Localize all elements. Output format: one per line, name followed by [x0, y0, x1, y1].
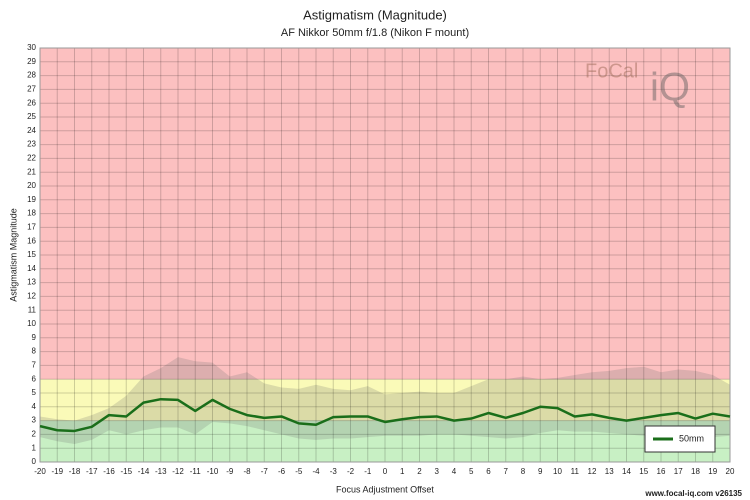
y-tick-label: 28 — [27, 71, 36, 80]
x-tick-label: 5 — [469, 467, 474, 476]
x-tick-label: -7 — [261, 467, 269, 476]
x-tick-label: 0 — [383, 467, 388, 476]
y-tick-label: 5 — [32, 388, 37, 397]
y-tick-label: 17 — [27, 223, 36, 232]
y-tick-label: 1 — [32, 443, 37, 452]
x-tick-label: -9 — [226, 467, 234, 476]
x-tick-label: -14 — [138, 467, 150, 476]
y-tick-label: 30 — [27, 43, 36, 52]
x-tick-label: 11 — [571, 467, 580, 476]
y-tick-label: 10 — [27, 319, 36, 328]
chart-subtitle: AF Nikkor 50mm f/1.8 (Nikon F mount) — [281, 27, 469, 39]
y-tick-label: 9 — [32, 333, 37, 342]
y-tick-label: 0 — [32, 457, 37, 466]
x-tick-label: 6 — [486, 467, 491, 476]
zone — [40, 420, 730, 462]
footer: www.focal-iq.com v26135 — [644, 489, 742, 498]
y-tick-label: 6 — [32, 374, 37, 383]
y-tick-label: 16 — [27, 236, 36, 245]
x-tick-label: 18 — [691, 467, 700, 476]
x-tick-label: 19 — [708, 467, 717, 476]
legend-label: 50mm — [679, 433, 704, 443]
x-tick-label: -11 — [190, 467, 202, 476]
x-tick-label: -16 — [103, 467, 115, 476]
x-tick-label: 17 — [674, 467, 683, 476]
x-tick-label: -13 — [155, 467, 167, 476]
x-tick-label: -1 — [364, 467, 372, 476]
x-tick-label: -20 — [34, 467, 46, 476]
y-tick-label: 29 — [27, 57, 36, 66]
x-tick-label: -15 — [120, 467, 132, 476]
x-tick-label: -17 — [86, 467, 98, 476]
y-tick-label: 3 — [32, 416, 37, 425]
x-tick-label: 4 — [452, 467, 457, 476]
x-tick-label: -3 — [330, 467, 338, 476]
x-tick-label: 9 — [538, 467, 543, 476]
x-tick-label: 13 — [605, 467, 614, 476]
y-tick-label: 22 — [27, 154, 36, 163]
x-tick-label: -18 — [69, 467, 81, 476]
x-tick-label: 3 — [435, 467, 440, 476]
x-tick-label: -19 — [51, 467, 63, 476]
y-tick-label: 23 — [27, 140, 36, 149]
y-tick-label: 8 — [32, 347, 37, 356]
y-tick-label: 24 — [27, 126, 36, 135]
x-tick-label: -8 — [243, 467, 251, 476]
x-tick-label: 15 — [639, 467, 648, 476]
y-tick-label: 7 — [32, 361, 37, 370]
y-tick-label: 19 — [27, 195, 36, 204]
x-tick-label: -2 — [347, 467, 355, 476]
watermark: iQ — [650, 66, 690, 110]
y-tick-label: 27 — [27, 85, 36, 94]
y-tick-label: 18 — [27, 209, 36, 218]
y-tick-label: 14 — [27, 264, 36, 273]
x-tick-label: 16 — [657, 467, 666, 476]
range-band — [40, 357, 730, 445]
y-tick-label: 26 — [27, 98, 36, 107]
x-tick-label: 7 — [504, 467, 509, 476]
watermark: FoCal — [585, 60, 638, 82]
y-tick-label: 21 — [27, 167, 36, 176]
y-tick-label: 20 — [27, 181, 36, 190]
chart-title: Astigmatism (Magnitude) — [303, 7, 447, 22]
x-tick-label: -12 — [172, 467, 184, 476]
x-tick-label: -4 — [312, 467, 320, 476]
x-tick-label: 2 — [417, 467, 422, 476]
x-tick-label: -6 — [278, 467, 286, 476]
x-tick-label: 20 — [726, 467, 735, 476]
x-tick-label: 12 — [588, 467, 597, 476]
y-tick-label: 15 — [27, 250, 36, 259]
x-tick-label: 8 — [521, 467, 526, 476]
x-tick-label: 14 — [622, 467, 631, 476]
y-tick-label: 4 — [32, 402, 37, 411]
y-tick-label: 25 — [27, 112, 36, 121]
x-tick-label: -5 — [295, 467, 303, 476]
y-tick-label: 11 — [28, 305, 37, 314]
zone — [40, 48, 730, 380]
plot-frame — [39, 47, 731, 463]
y-tick-label: 2 — [32, 430, 37, 439]
line — [39, 397, 731, 433]
y-tick-label: 13 — [27, 278, 36, 287]
x-axis-label: Focus Adjustment Offset — [336, 484, 434, 494]
y-tick-label: 12 — [27, 292, 36, 301]
y-axis-label: Astigmatism Magnitude — [8, 208, 18, 302]
x-tick-label: 1 — [400, 467, 405, 476]
x-tick-label: 10 — [553, 467, 562, 476]
x-tick-label: -10 — [207, 467, 219, 476]
